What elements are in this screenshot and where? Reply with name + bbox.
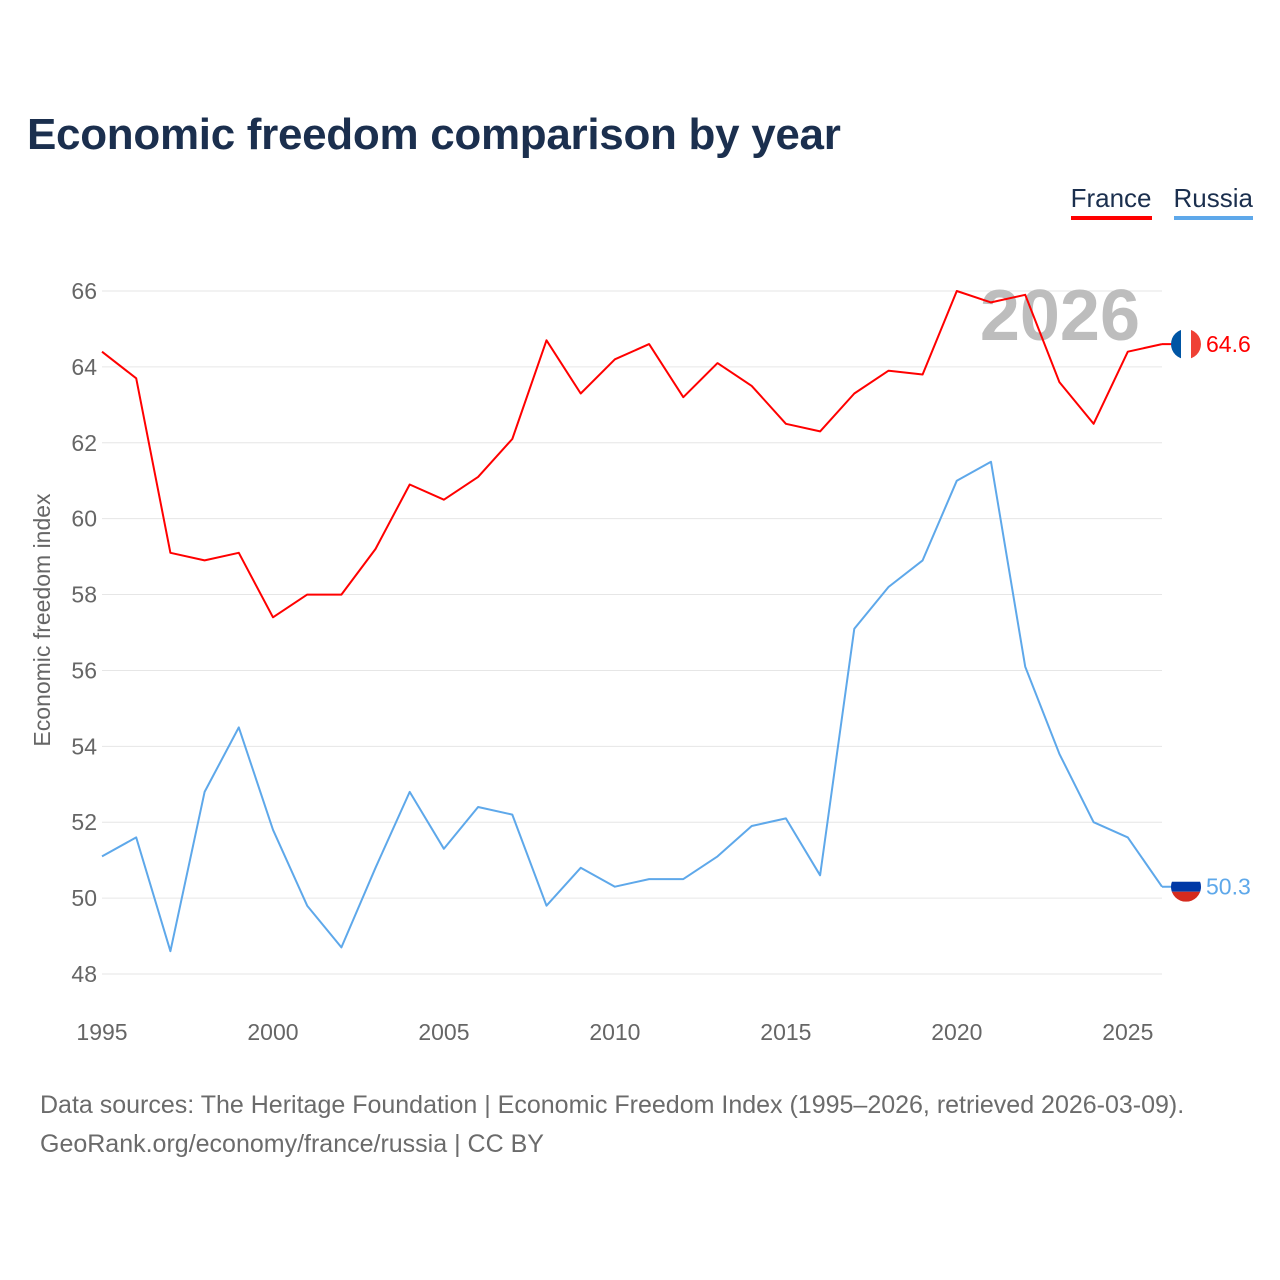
end-value-label-russia: 50.3 [1206, 874, 1251, 900]
flag-russia-stripe [1171, 891, 1201, 902]
data-point [680, 876, 686, 882]
y-tick-label: 52 [71, 809, 97, 835]
data-point [920, 557, 926, 563]
data-point [578, 390, 584, 396]
y-tick-label: 64 [71, 354, 97, 380]
y-tick-label: 58 [71, 582, 97, 608]
data-point [373, 865, 379, 871]
data-point [988, 299, 994, 305]
data-point [1125, 834, 1131, 840]
data-point [1125, 349, 1131, 355]
y-tick-label: 60 [71, 506, 97, 532]
data-point [407, 482, 413, 488]
x-tick-label: 2010 [589, 1019, 640, 1045]
data-point [304, 592, 310, 598]
y-tick-label: 48 [71, 961, 97, 987]
legend-item-russia[interactable]: Russia [1173, 183, 1253, 220]
data-point [749, 823, 755, 829]
data-point [988, 459, 994, 465]
data-point [99, 853, 105, 859]
data-point [202, 557, 208, 563]
data-point [851, 626, 857, 632]
y-tick-label: 56 [71, 657, 97, 683]
data-point [680, 394, 686, 400]
footer: Data sources: The Heritage Foundation | … [40, 1086, 1184, 1164]
legend-item-france[interactable]: France [1070, 183, 1152, 220]
x-tick-label: 2015 [760, 1019, 811, 1045]
data-point [646, 341, 652, 347]
data-point [1091, 421, 1097, 427]
flag-france-stripe [1181, 329, 1191, 360]
data-point [441, 846, 447, 852]
data-point [544, 903, 550, 909]
series-line-russia [101, 460, 1163, 953]
data-point [373, 546, 379, 552]
data-point [954, 478, 960, 484]
data-point [1022, 292, 1028, 298]
footer-sources: Data sources: The Heritage Foundation | … [40, 1091, 1185, 1119]
flag-france-stripe [1171, 329, 1181, 360]
x-tick-label: 2000 [247, 1019, 298, 1045]
data-point [920, 371, 926, 377]
data-point [133, 375, 139, 381]
series-line-france [101, 290, 1163, 619]
x-tick-label: 2005 [418, 1019, 469, 1045]
data-point [612, 356, 618, 362]
data-point [270, 827, 276, 833]
data-point [1056, 751, 1062, 757]
data-point [167, 550, 173, 556]
data-point [407, 789, 413, 795]
legend: France Russia [1070, 183, 1253, 220]
data-point [338, 592, 344, 598]
x-tick-label: 2025 [1102, 1019, 1153, 1045]
footer-link[interactable]: GeoRank.org/economy/france/russia | CC B… [40, 1130, 544, 1158]
year-watermark: 2026 [980, 276, 1140, 356]
data-point [509, 812, 515, 818]
x-tick-label: 1995 [76, 1019, 127, 1045]
y-axis-label: Economic freedom index [29, 493, 55, 747]
data-point [612, 884, 618, 890]
data-point [304, 903, 310, 909]
data-point [338, 944, 344, 950]
data-point [714, 853, 720, 859]
data-point [885, 584, 891, 590]
data-point [133, 834, 139, 840]
y-tick-label: 62 [71, 430, 97, 456]
data-point [783, 421, 789, 427]
flag-russia-stripe [1171, 871, 1201, 882]
data-point [885, 368, 891, 374]
chart-title: Economic freedom comparison by year [27, 110, 841, 159]
data-point [509, 436, 515, 442]
data-point [1091, 819, 1097, 825]
y-tick-label: 54 [71, 733, 97, 759]
data-point [578, 865, 584, 871]
data-point [749, 383, 755, 389]
data-point [954, 288, 960, 294]
x-tick-label: 2020 [931, 1019, 982, 1045]
data-point [817, 872, 823, 878]
y-tick-label: 66 [71, 278, 97, 304]
flag-france-stripe [1191, 329, 1201, 360]
data-point [783, 815, 789, 821]
data-point [236, 550, 242, 556]
data-point [851, 390, 857, 396]
data-point [646, 876, 652, 882]
data-point [475, 804, 481, 810]
data-point [714, 360, 720, 366]
data-point [202, 789, 208, 795]
data-point [270, 614, 276, 620]
data-point [1056, 379, 1062, 385]
data-point [817, 428, 823, 434]
data-point [236, 724, 242, 730]
data-point [441, 497, 447, 503]
data-point [167, 948, 173, 954]
data-point [1022, 664, 1028, 670]
data-point [544, 337, 550, 343]
y-tick-label: 50 [71, 885, 97, 911]
flag-russia-stripe [1171, 881, 1201, 892]
data-point [99, 349, 105, 355]
end-value-label-france: 64.6 [1206, 331, 1251, 357]
data-point [475, 474, 481, 480]
